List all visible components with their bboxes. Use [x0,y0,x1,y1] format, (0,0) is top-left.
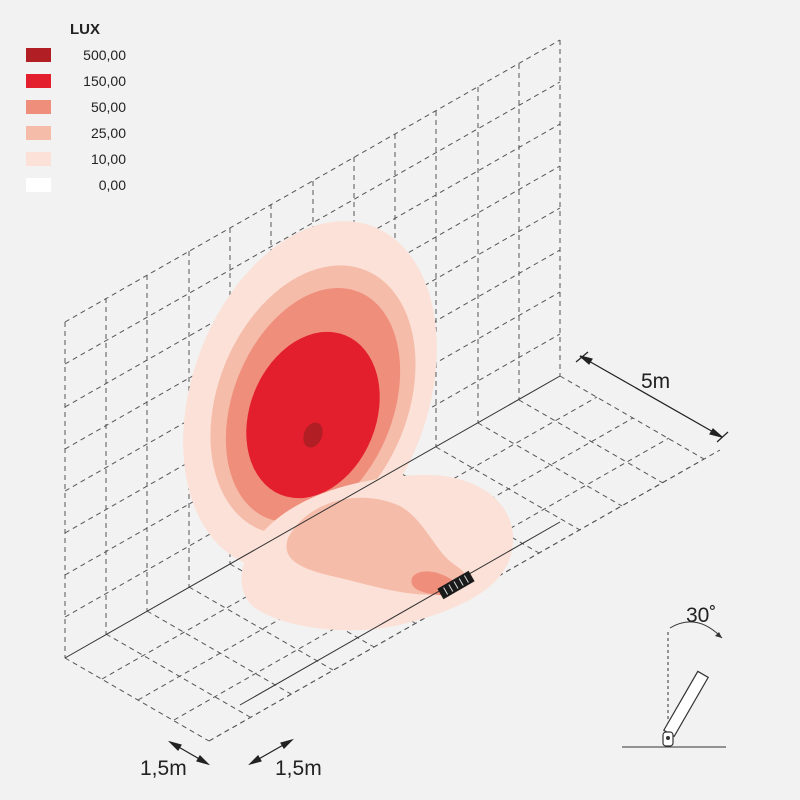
legend-label: 150,00 [83,73,126,89]
legend-item: 500,00 [26,42,126,68]
grid-x-dimension [167,740,211,766]
legend-swatch [26,152,51,166]
depth-dimension [575,351,729,443]
light-fixture-icon [437,570,475,600]
legend-swatch [26,126,51,140]
legend-label: 50,00 [90,99,126,115]
wall-contour-150 [246,331,380,499]
legend-swatch [26,48,51,62]
legend-title: LUX [70,21,100,38]
wall-contour-500 [303,422,323,448]
legend-item: 150,00 [26,68,126,94]
ground-lines [64,375,561,706]
legend-label: 10,00 [90,151,126,167]
legend-item: 50,00 [26,94,126,120]
legend-item: 0,00 [26,172,126,198]
tilt-angle-label: 30˚ [686,604,716,627]
legend-swatch [26,74,51,88]
lux-legend: LUX 500,00 150,00 50,00 25,00 10,00 0,00 [26,20,126,198]
grid-x-label: 1,5m [140,757,187,780]
legend-swatch [26,178,51,192]
wall-isolux [183,221,437,569]
tilt-inset [622,621,726,748]
legend-label: 0,00 [98,177,126,193]
grid-y-label: 1,5m [275,757,322,780]
legend-item: 25,00 [26,120,126,146]
legend-item: 10,00 [26,146,126,172]
legend-swatch [26,100,51,114]
legend-label: 500,00 [83,47,126,63]
legend-label: 25,00 [90,125,126,141]
depth-label: 5m [641,370,670,393]
floor-contour-25 [286,497,467,595]
grid-y-dimension [247,738,295,766]
